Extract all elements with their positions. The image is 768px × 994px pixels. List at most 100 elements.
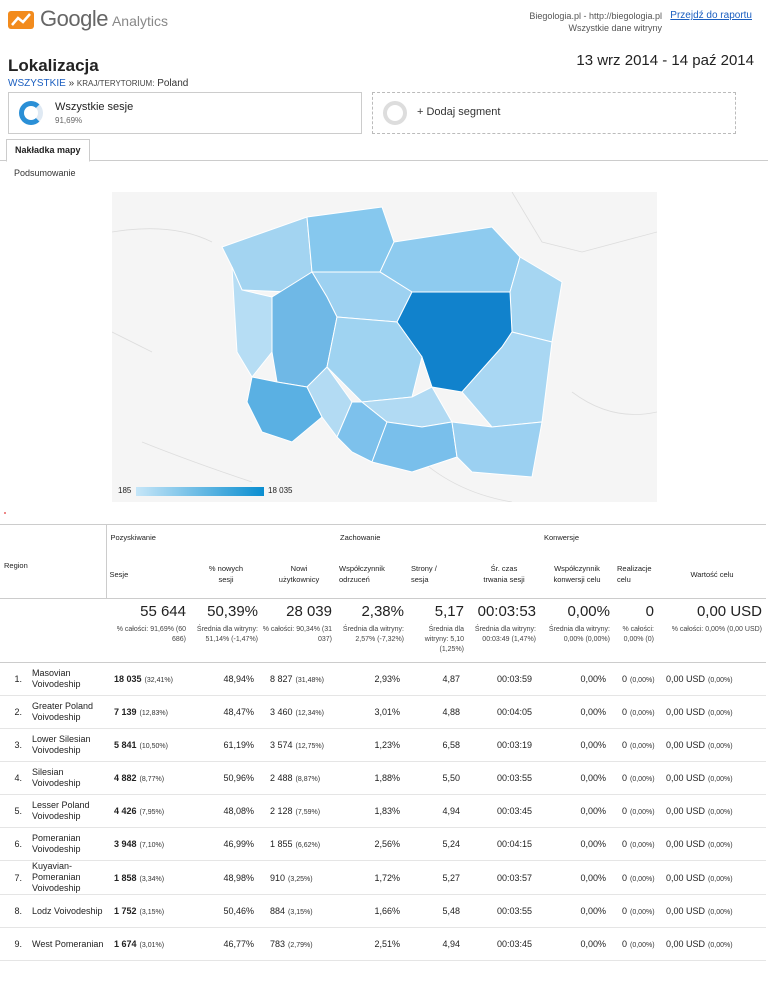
total-conv-rate: 0,00% Średnia dla witryny: 0,00% (0,00%)	[540, 598, 614, 663]
col-new-users[interactable]: Nowi użytkownicy	[262, 550, 336, 599]
region-pomeranian	[306, 206, 395, 273]
conv-rate-cell: 0,00%	[540, 728, 614, 762]
region-cell: 2. Greater Poland Voivodeship	[0, 695, 106, 729]
region-name-link[interactable]: Lesser Poland Voivodeship	[32, 800, 90, 821]
new-users-cell: 910 (3,25%)	[262, 860, 336, 895]
col-conversion-rate[interactable]: Współczynnik konwersji celu	[540, 550, 614, 599]
map-overlay[interactable]	[111, 191, 658, 503]
region-name-link[interactable]: West Pomeranian	[32, 938, 104, 949]
table-row[interactable]: 9. West Pomeranian 1 674 (3,01%) 46,77% 783 (2…	[0, 927, 766, 961]
region-cell: 9. West Pomeranian	[0, 927, 106, 961]
total-new-sessions: 50,39% Średnia dla witryny: 51,14% (-1,47…	[190, 598, 262, 663]
table-row[interactable]: 8. Lodz Voivodeship 1 752 (3,15%) 50,46% 884(…	[0, 894, 766, 928]
completions-cell: 0 (0,00%)	[614, 894, 658, 928]
duration-cell: 00:03:57	[468, 860, 540, 895]
bounce-cell: 1,88%	[336, 761, 408, 795]
new-users-cell: 3 574 (12,75%)	[262, 728, 336, 762]
row-index: 9.	[14, 939, 22, 949]
new-sessions-cell: 46,99%	[190, 827, 262, 861]
region-name-link[interactable]: Lodz Voivodeship	[32, 905, 103, 916]
col-avg-duration[interactable]: Śr. czas trwania sesji	[468, 550, 540, 599]
table-row[interactable]: 3. Lower Silesian Voivodeship 5 841 (10,50%…	[0, 728, 766, 762]
legend-max: 18 035	[268, 486, 293, 495]
bounce-cell: 1,83%	[336, 794, 408, 828]
region-cell: 7. Kuyavian-Pomeranian Voivodeship	[0, 860, 106, 895]
segment-pct: 91,69%	[55, 116, 83, 125]
total-sessions: 55 644% całości: 91,69% (60 686)	[106, 598, 190, 663]
completions-cell: 0 (0,00%)	[614, 860, 658, 895]
total-value: 0,00 USD% całości: 0,00% (0,00 USD)	[658, 598, 766, 663]
value-cell: 0,00 USD (0,00%)	[658, 827, 766, 861]
table-body: 1. Masovian Voivodeship 18 035 (32,41%) 48,9…	[0, 662, 766, 961]
sessions-cell: 1 674 (3,01%)	[106, 927, 190, 961]
date-range[interactable]: 13 wrz 2014 - 14 paź 2014	[576, 52, 754, 69]
row-index: 5.	[14, 806, 22, 816]
completions-cell: 0 (0,00%)	[614, 794, 658, 828]
sessions-cell: 5 841 (10,50%)	[106, 728, 190, 762]
group-acquisition: Pozyskiwanie	[105, 524, 336, 551]
completions-cell: 0 (0,00%)	[614, 827, 658, 861]
col-pages-per-session[interactable]: Strony / sesja	[408, 550, 468, 599]
value-cell: 0,00 USD (0,00%)	[658, 728, 766, 762]
bounce-cell: 2,56%	[336, 827, 408, 861]
add-segment-button[interactable]: + Dodaj segment	[372, 92, 736, 134]
table-row[interactable]: 5. Lesser Poland Voivodeship 4 426 (7,95%) 4…	[0, 794, 766, 828]
col-sessions[interactable]: Sesje	[106, 550, 190, 599]
row-index: 8.	[14, 906, 22, 916]
table-row[interactable]: 4. Silesian Voivodeship 4 882 (8,77%) 50,96%…	[0, 761, 766, 795]
table-row[interactable]: 6. Pomeranian Voivodeship 3 948 (7,10%) 46,9…	[0, 827, 766, 861]
col-goal-completions[interactable]: Realizacje celu	[614, 550, 658, 599]
region-name-link[interactable]: Pomeranian Voivodeship	[32, 833, 81, 854]
region-lubusz	[231, 266, 273, 378]
add-segment-ring-icon	[383, 101, 407, 125]
new-sessions-cell: 48,08%	[190, 794, 262, 828]
region-name-link[interactable]: Greater Poland Voivodeship	[32, 701, 94, 722]
table-row[interactable]: 7. Kuyavian-Pomeranian Voivodeship 1 858 (3…	[0, 860, 766, 895]
new-sessions-cell: 50,46%	[190, 894, 262, 928]
pages-cell: 4,94	[408, 794, 468, 828]
summary-link[interactable]: Podsumowanie	[14, 168, 76, 178]
region-cell: 5. Lesser Poland Voivodeship	[0, 794, 106, 828]
value-cell: 0,00 USD (0,00%)	[658, 662, 766, 696]
new-sessions-cell: 61,19%	[190, 728, 262, 762]
col-bounce-rate[interactable]: Współczynnik odrzuceń	[336, 550, 408, 599]
table-row[interactable]: 2. Greater Poland Voivodeship 7 139 (12,83%…	[0, 695, 766, 729]
region-cell: 1. Masovian Voivodeship	[0, 662, 106, 696]
region-name-link[interactable]: Masovian Voivodeship	[32, 668, 81, 689]
region-name-link[interactable]: Lower Silesian Voivodeship	[32, 734, 91, 755]
new-users-cell: 1 855 (6,62%)	[262, 827, 336, 861]
tab-bar: Nakładka mapy	[0, 139, 768, 162]
total-duration: 00:03:53 Średnia dla witryny: 00:03:49 (1…	[468, 598, 540, 663]
bounce-cell: 3,01%	[336, 695, 408, 729]
segment-all-sessions[interactable]: Wszystkie sesje 91,69%	[8, 92, 362, 134]
tab-map-overlay[interactable]: Nakładka mapy	[6, 139, 90, 162]
totals-row: 55 644% całości: 91,69% (60 686) 50,39% Ś…	[0, 598, 766, 663]
new-users-cell: 8 827 (31,48%)	[262, 662, 336, 696]
legend-min: 185	[118, 486, 132, 495]
logo-analytics-text: Analytics	[111, 13, 168, 29]
region-name-link[interactable]: Kuyavian-Pomeranian Voivodeship	[32, 861, 81, 893]
sessions-cell: 18 035 (32,41%)	[106, 662, 190, 696]
table-row[interactable]: 1. Masovian Voivodeship 18 035 (32,41%) 48,9…	[0, 662, 766, 696]
region-cell: 8. Lodz Voivodeship	[0, 894, 106, 928]
total-completions: 0% całości: 0,00% (0)	[614, 598, 658, 663]
new-users-cell: 2 488 (8,87%)	[262, 761, 336, 795]
conv-rate-cell: 0,00%	[540, 761, 614, 795]
analytics-logo-icon	[8, 11, 34, 29]
col-new-sessions[interactable]: % nowych sesji	[190, 550, 262, 599]
completions-cell: 0 (0,00%)	[614, 662, 658, 696]
region-subcarpathian	[451, 421, 543, 478]
value-cell: 0,00 USD (0,00%)	[658, 927, 766, 961]
pages-cell: 5,27	[408, 860, 468, 895]
group-header-row: Region Pozyskiwanie Zachowanie Konwersje	[0, 524, 766, 599]
new-sessions-cell: 48,98%	[190, 860, 262, 895]
breadcrumb-root-link[interactable]: WSZYSTKIE	[8, 78, 66, 89]
new-users-cell: 2 128 (7,59%)	[262, 794, 336, 828]
new-sessions-cell: 48,47%	[190, 695, 262, 729]
region-cell: 3. Lower Silesian Voivodeship	[0, 728, 106, 762]
pages-cell: 5,48	[408, 894, 468, 928]
col-goal-value[interactable]: Wartość celu	[658, 550, 766, 599]
region-cell: 6. Pomeranian Voivodeship	[0, 827, 106, 861]
region-name-link[interactable]: Silesian Voivodeship	[32, 767, 81, 788]
go-to-report-link[interactable]: Przejdź do raportu	[670, 10, 752, 21]
